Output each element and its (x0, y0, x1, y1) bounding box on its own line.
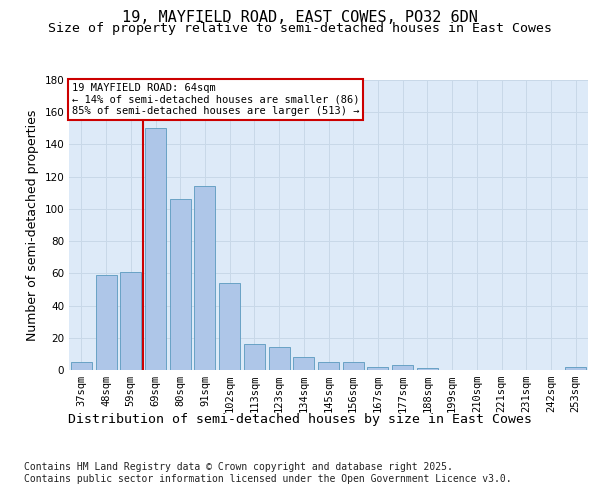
Bar (71, 362, 92, 370)
Bar (417, 368, 438, 370)
Bar (343, 362, 364, 370)
Bar (194, 186, 215, 370)
Bar (244, 344, 265, 370)
Bar (219, 283, 240, 370)
Bar (145, 128, 166, 370)
Bar (392, 365, 413, 370)
Bar (95, 275, 116, 370)
Bar (293, 357, 314, 370)
Bar (269, 348, 290, 370)
Bar (170, 199, 191, 370)
Y-axis label: Number of semi-detached properties: Number of semi-detached properties (26, 110, 39, 340)
Text: 19 MAYFIELD ROAD: 64sqm
← 14% of semi-detached houses are smaller (86)
85% of se: 19 MAYFIELD ROAD: 64sqm ← 14% of semi-de… (71, 83, 359, 116)
Bar (120, 272, 141, 370)
Text: 19, MAYFIELD ROAD, EAST COWES, PO32 6DN: 19, MAYFIELD ROAD, EAST COWES, PO32 6DN (122, 10, 478, 25)
Bar (367, 367, 388, 370)
Bar (318, 362, 339, 370)
Text: Contains HM Land Registry data © Crown copyright and database right 2025.
Contai: Contains HM Land Registry data © Crown c… (24, 462, 512, 484)
Bar (565, 367, 586, 370)
Text: Distribution of semi-detached houses by size in East Cowes: Distribution of semi-detached houses by … (68, 412, 532, 426)
Text: Size of property relative to semi-detached houses in East Cowes: Size of property relative to semi-detach… (48, 22, 552, 35)
